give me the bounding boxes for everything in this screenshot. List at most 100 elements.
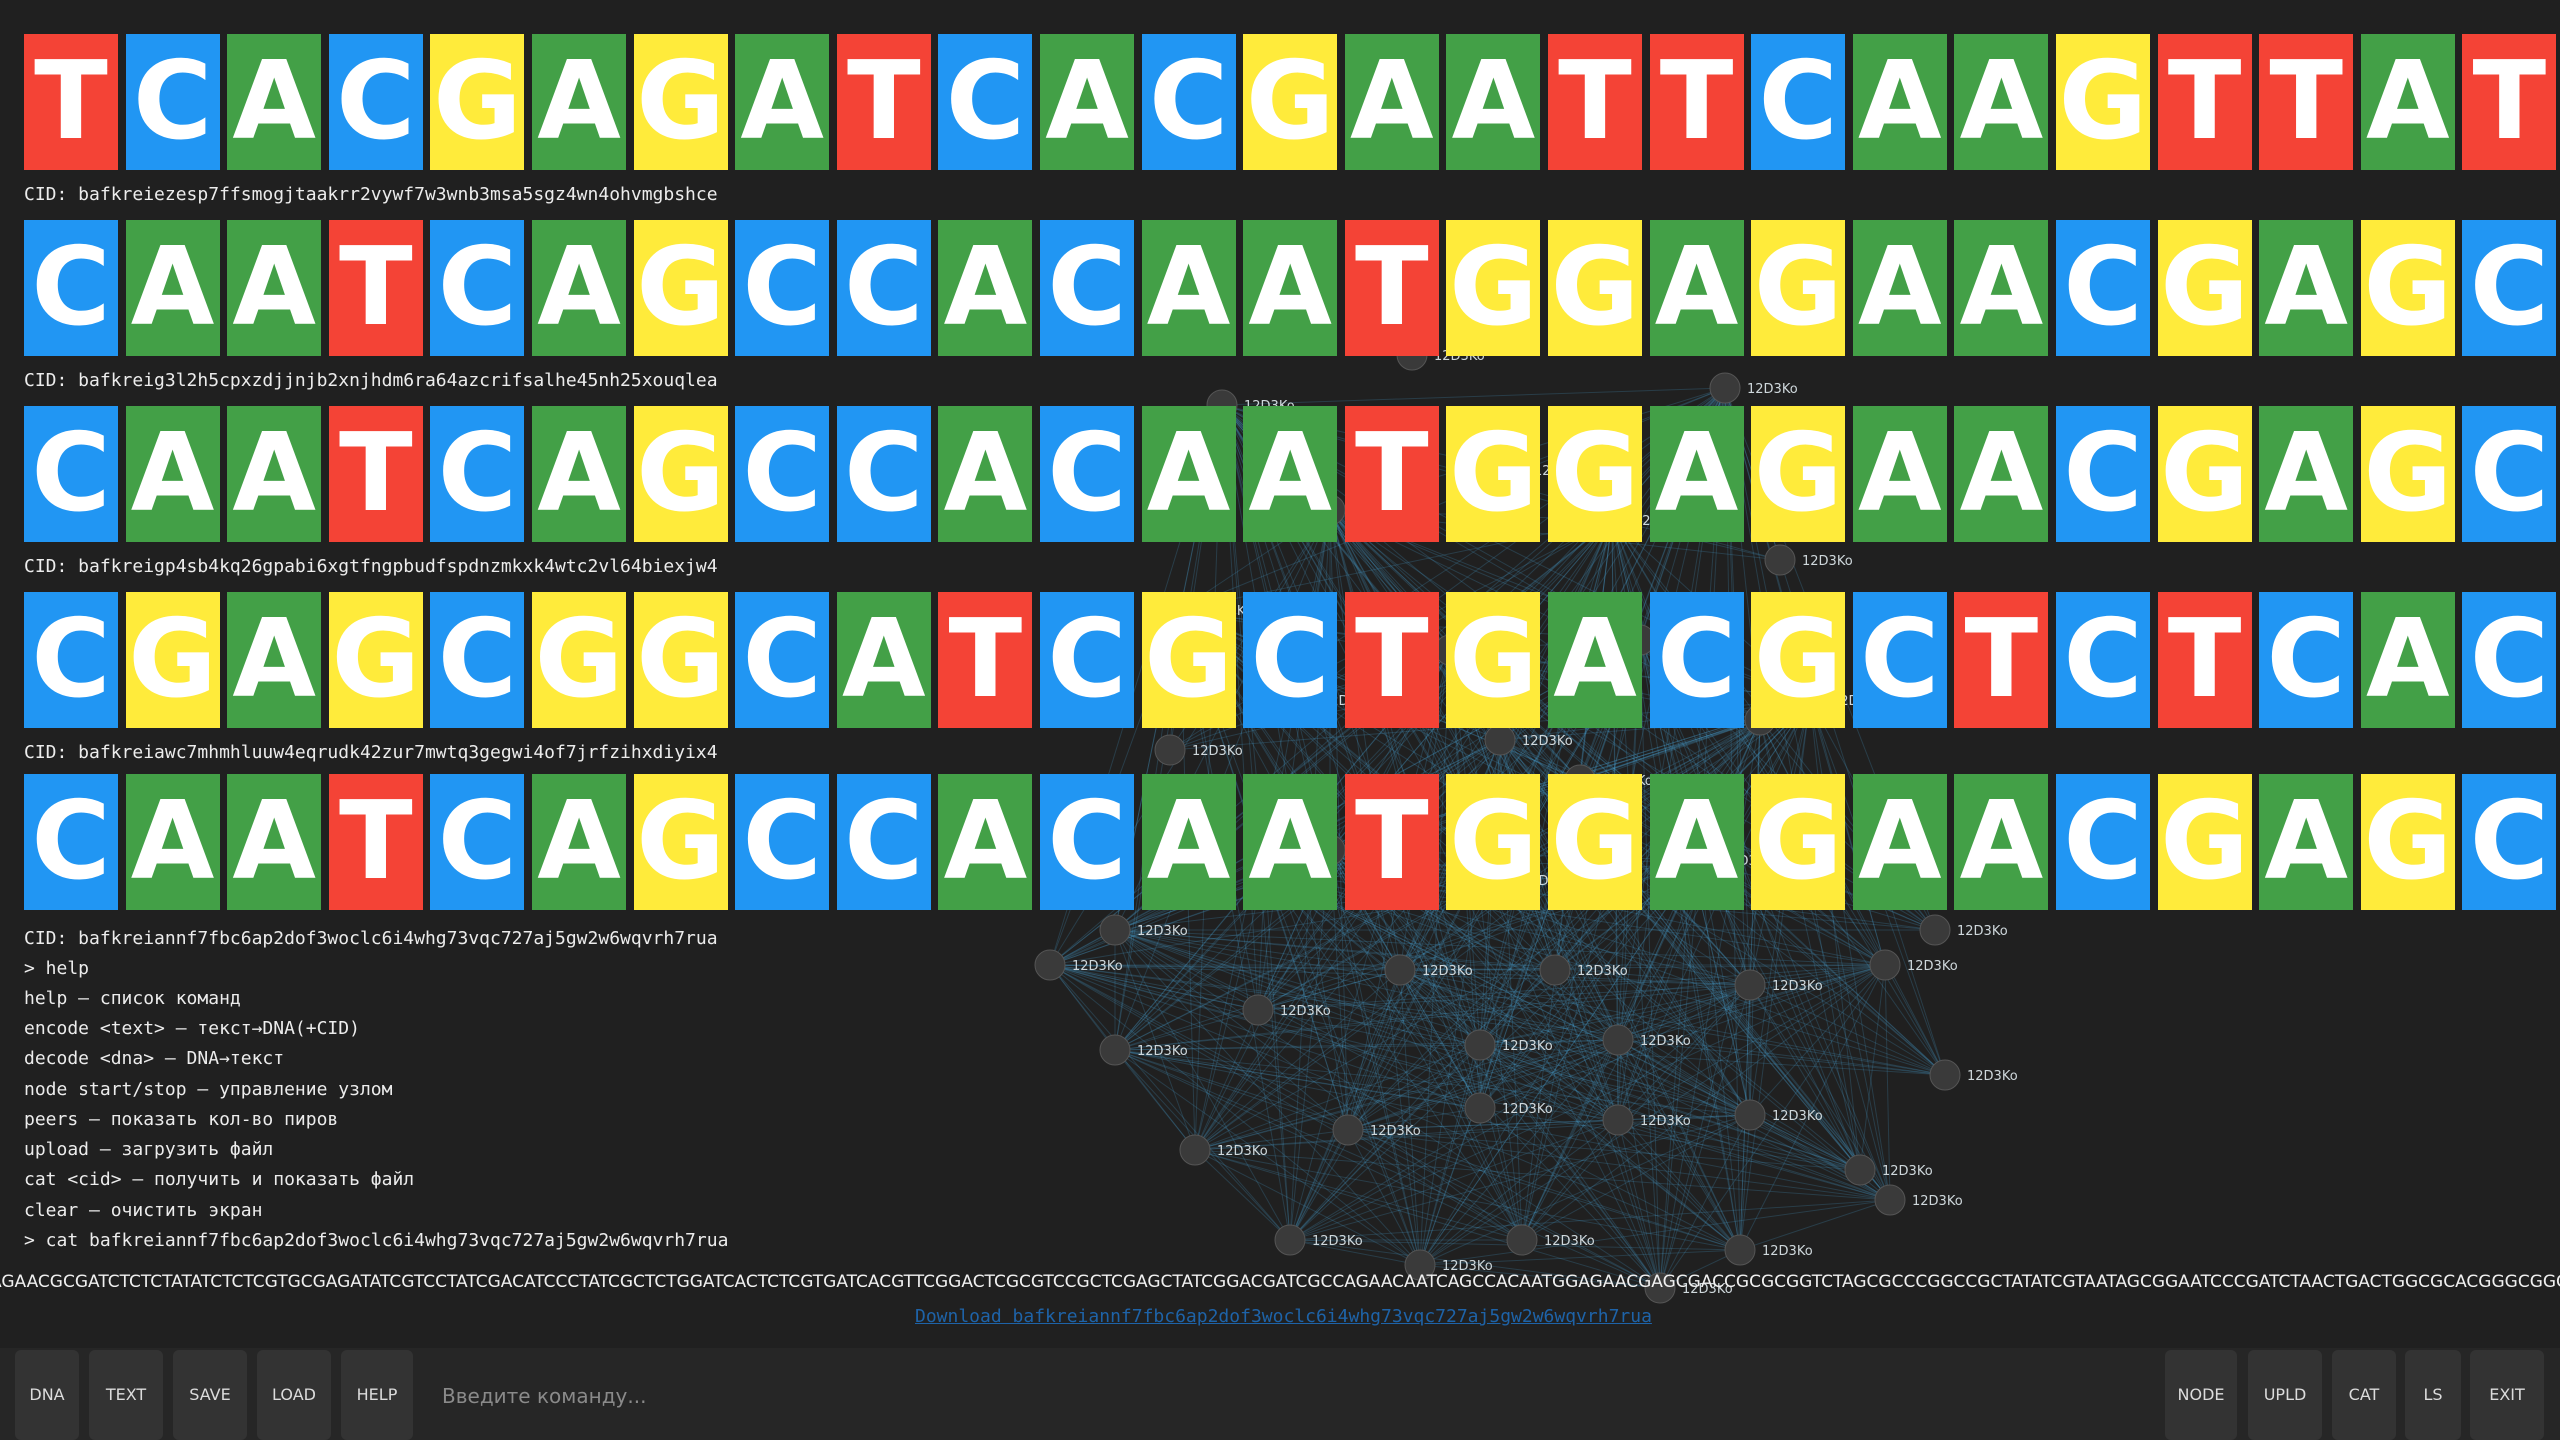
network-edge [1659,964,1886,1289]
node-button[interactable]: NODE [2165,1350,2237,1440]
nucleotide-tile-c: C [1040,220,1134,356]
nucleotide-tile-a: A [227,774,322,910]
nucleotide-tile-g: G [1446,774,1541,910]
nucleotide-tile-a: A [938,774,1033,910]
network-edge [1257,984,1751,1011]
peer-node [1404,1249,1436,1281]
network-edge [1114,929,1556,971]
nucleotide-tile-t: T [2157,592,2252,728]
nucleotide-tile-a: A [1649,774,1744,910]
peer-node [1869,949,1901,981]
network-edge [1194,1149,1421,1266]
network-edge [1479,1044,1523,1241]
nucleotide-tile-c: C [24,220,118,356]
cid-line: CID: bafkreiannf7fbc6ap2dof3woclc6i4whg7… [24,928,718,949]
nucleotide-tile-g: G [2157,774,2252,910]
nucleotide-tile-g: G [633,774,728,910]
peer-node-label: 12D3Ko [1747,382,1798,397]
network-edge [1114,929,1481,1109]
network-edge [1221,404,1661,1289]
network-edge [1289,984,1751,1241]
network-edge [1347,1129,1741,1251]
nucleotide-tile-t: T [1954,592,2049,728]
nucleotide-tile-t: T [1344,406,1439,542]
network-edge [1049,964,1116,1051]
network-edge [1049,964,1619,1041]
nucleotide-tile-t: T [1548,34,1642,170]
peer-node-label: 12D3Ko [1967,1069,2018,1084]
peer-node [1099,1034,1131,1066]
network-edge [1739,1114,1751,1251]
ls-button[interactable]: LS [2405,1350,2461,1440]
network-edge [1114,929,1619,1041]
network-edge [1049,964,1741,1251]
nucleotide-tile-a: A [1243,220,1338,356]
peer-node [1709,372,1741,404]
terminal-output-line: decode <dna> — DNA→текст [24,1048,285,1069]
nucleotide-tile-c: C [2462,406,2557,542]
network-edge [1399,969,1619,1041]
network-edge [1114,929,1481,1046]
nucleotide-tile-c: C [735,220,830,356]
network-edge [1114,984,1751,1051]
network-edge [1114,1049,1751,1116]
network-edge [1347,1107,1481,1131]
network-edge [1399,969,1481,1046]
network-edge [1114,1049,1349,1131]
network-edge [1049,964,1421,1266]
nucleotide-tile-g: G [1751,406,1846,542]
network-edge [1449,649,1523,1241]
network-edge [1289,849,1331,1241]
exit-button[interactable]: EXIT [2470,1350,2544,1440]
network-edge [1264,869,1523,1241]
nucleotide-tile-a: A [1954,406,2049,542]
nucleotide-tile-a: A [2259,774,2354,910]
network-edge [1449,649,1861,1171]
network-edge [1264,869,1741,1251]
nucleotide-tile-t: T [1649,34,1744,170]
peer-node-label: 12D3Ko [1577,964,1628,979]
text-button[interactable]: TEXT [89,1350,163,1440]
nucleotide-tile-g: G [633,406,728,542]
nucleotide-tile-a: A [2360,592,2455,728]
cat-button[interactable]: CAT [2332,1350,2396,1440]
network-edge [1479,1044,1741,1251]
nucleotide-tile-g: G [430,34,525,170]
nucleotide-tile-c: C [328,34,423,170]
nucleotide-tile-c: C [1040,592,1134,728]
network-edge [1114,1049,1891,1201]
network-edge [1479,1044,1861,1171]
help-button[interactable]: HELP [341,1350,413,1440]
network-edge [1114,929,1661,1289]
nucleotide-tile-c: C [24,406,118,542]
dna-button[interactable]: DNA [15,1350,79,1440]
peer-node-label: 12D3Ko [1280,1004,1331,1019]
peer-node-label: 12D3Ko [1072,959,1123,974]
nucleotide-tile-c: C [735,406,830,542]
terminal-output-line: clear — очистить экран [24,1200,263,1221]
network-edge [1479,1039,1619,1109]
load-button[interactable]: LOAD [257,1350,331,1440]
network-edge [1617,1119,1891,1201]
command-input[interactable] [440,1362,2144,1430]
save-button[interactable]: SAVE [173,1350,247,1440]
network-edge [1617,1039,1741,1251]
network-edge [1419,984,1751,1266]
peer-node [1602,1104,1634,1136]
network-edge [1749,1114,1891,1201]
network-edge [1399,969,1523,1241]
nucleotide-tile-c: C [430,406,525,542]
upload-button[interactable]: UPLD [2248,1350,2322,1440]
network-edge [1194,969,1401,1151]
nucleotide-tile-g: G [2360,220,2455,356]
nucleotide-tile-c: C [938,34,1033,170]
nucleotide-tile-c: C [24,774,118,910]
network-edge [1289,1199,1891,1241]
nucleotide-tile-g: G [1751,592,1846,728]
download-link[interactable]: Download bafkreiannf7fbc6ap2dof3woclc6i4… [915,1306,1652,1327]
terminal-output-line: encode <text> — текст→DNA(+CID) [24,1018,360,1039]
nucleotide-tile-c: C [2462,220,2557,356]
network-edge [1114,929,1259,1011]
network-edge [1049,964,1946,1076]
network-edge [1617,1119,1741,1251]
